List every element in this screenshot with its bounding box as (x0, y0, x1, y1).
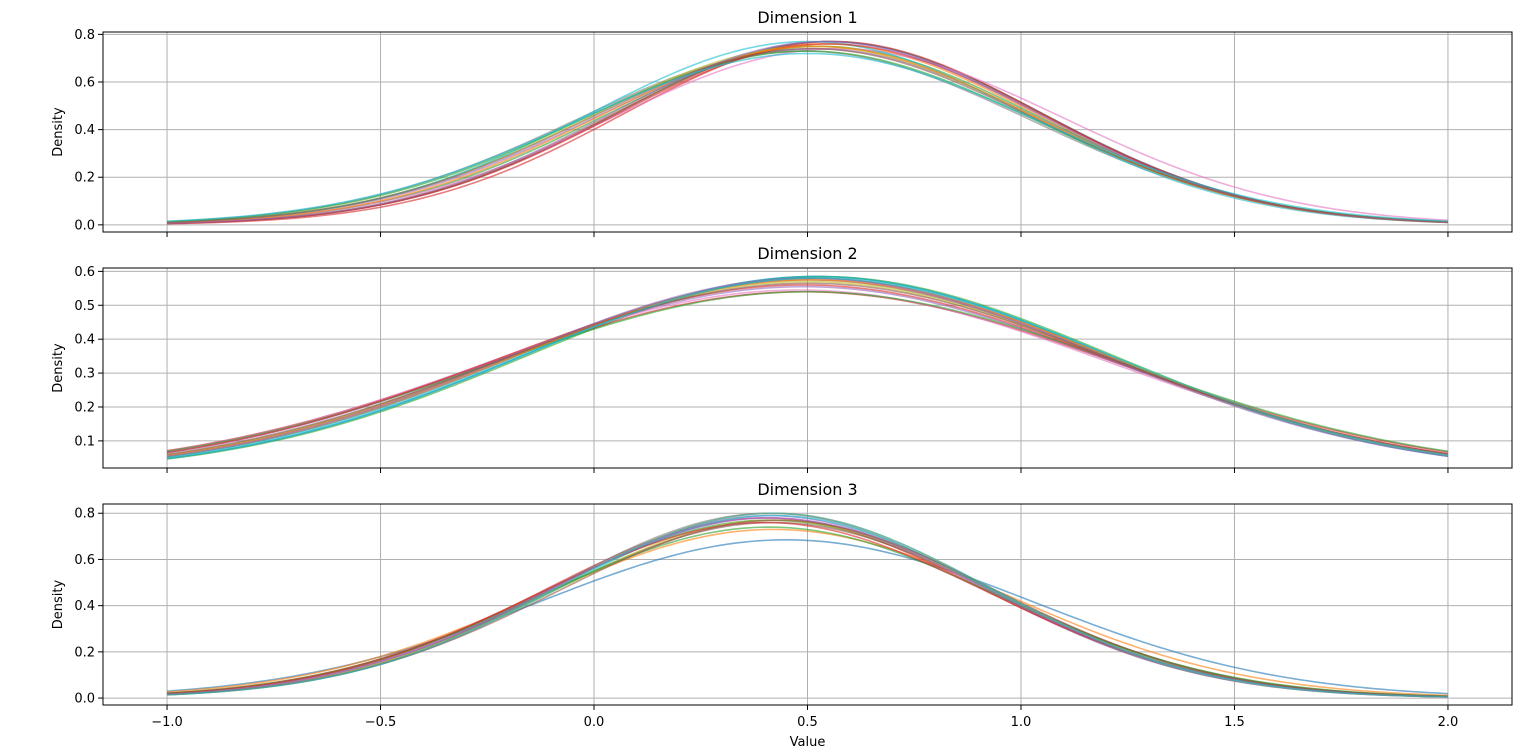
gridlines (103, 268, 1512, 468)
y-tick-label: 0.1 (74, 434, 95, 449)
density-curves (166, 275, 1449, 460)
ticks: 0.0 0.2 0.4 0.6 0.8 (74, 28, 1449, 237)
density-curve (167, 47, 1448, 224)
ticks: −1.0 −0.5 0.0 0.5 1.0 1.5 2.0 0.0 0.2 0.4 0.6 0.8 (74, 507, 1458, 730)
y-tick-label: 0.6 (74, 553, 95, 568)
density-curves (166, 512, 1448, 698)
y-tick-label: 0.0 (74, 218, 95, 233)
panel-title: Dimension 1 (757, 8, 857, 27)
y-axis-label: Density (51, 579, 66, 629)
y-tick-label: 0.0 (74, 692, 95, 707)
x-tick-label: 2.0 (1438, 715, 1459, 730)
density-curve (166, 528, 1448, 697)
y-tick-label: 0.6 (74, 76, 95, 91)
panel-title: Dimension 2 (757, 244, 857, 263)
y-tick-label: 0.2 (74, 171, 95, 186)
y-tick-label: 0.5 (74, 299, 95, 314)
density-curve (167, 47, 1448, 224)
y-tick-label: 0.4 (74, 599, 95, 614)
density-curve (167, 512, 1448, 698)
x-tick-label: 0.5 (797, 715, 818, 730)
gridlines (103, 504, 1512, 705)
density-curve (166, 277, 1449, 459)
y-tick-label: 0.2 (74, 645, 95, 660)
y-tick-label: 0.4 (74, 333, 95, 348)
panel-dimension-3: −1.0 −0.5 0.0 0.5 1.0 1.5 2.0 0.0 0.2 0.4 0.6 0.8 D… (51, 480, 1513, 750)
y-tick-label: 0.8 (74, 507, 95, 522)
x-tick-label: −0.5 (365, 715, 397, 730)
x-tick-label: 1.0 (1011, 715, 1032, 730)
y-tick-label: 0.6 (74, 265, 95, 280)
y-tick-label: 0.2 (74, 400, 95, 415)
y-tick-label: 0.4 (74, 123, 95, 138)
panel-dimension-1: 0.0 0.2 0.4 0.6 0.8 Dimension 1 Density (51, 8, 1513, 237)
x-axis-label: Value (790, 735, 826, 750)
x-tick-label: −1.0 (151, 715, 183, 730)
y-axis-label: Density (51, 343, 66, 393)
axes-frame (102, 31, 1513, 233)
axes-frame (102, 267, 1513, 469)
ticks: 0.1 0.2 0.3 0.4 0.5 0.6 (74, 265, 1449, 473)
y-axis-label: Density (51, 107, 66, 157)
density-curve (167, 52, 1448, 223)
gridlines (103, 32, 1512, 232)
panel-dimension-2: 0.1 0.2 0.3 0.4 0.5 0.6 Dimension 2 Density (51, 244, 1513, 473)
y-tick-label: 0.8 (74, 28, 95, 43)
density-curves (167, 40, 1448, 225)
x-tick-label: 0.0 (584, 715, 605, 730)
panel-title: Dimension 3 (757, 480, 857, 499)
y-tick-label: 0.3 (74, 367, 95, 382)
x-tick-label: 1.5 (1224, 715, 1245, 730)
axes-frame (102, 503, 1513, 706)
